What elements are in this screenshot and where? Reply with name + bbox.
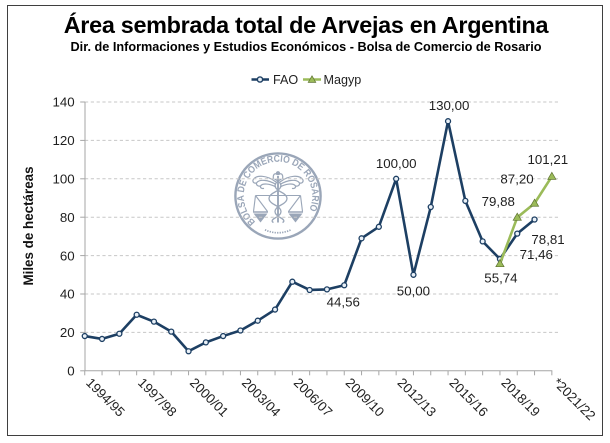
fao-marker	[202, 339, 210, 346]
y-tick-label: 120	[53, 133, 75, 148]
fao-marker	[150, 318, 158, 325]
x-tick-label: 2009/10	[343, 375, 388, 420]
fao-marker	[271, 306, 279, 313]
legend: FAO Magyp	[251, 73, 361, 87]
fao-marker	[358, 235, 365, 242]
fao-marker	[392, 175, 400, 182]
x-tick-label: 1997/98	[135, 375, 180, 420]
y-tick-label: 40	[60, 287, 75, 302]
fao-legend-marker	[256, 76, 264, 83]
fao-marker	[375, 223, 383, 230]
magyp-marker	[495, 258, 505, 268]
magyp-data-label: 87,20	[500, 171, 533, 186]
fao-marker	[341, 282, 348, 289]
magyp-data-label: 79,88	[482, 194, 515, 209]
fao-marker	[185, 348, 192, 355]
fao-marker	[531, 216, 538, 223]
magyp-legend-label: Magyp	[324, 73, 362, 87]
magyp-marker	[512, 212, 522, 221]
x-tick-label: 2018/19	[498, 375, 543, 420]
x-tick-label: 2006/07	[291, 375, 336, 420]
magyp-line	[498, 175, 553, 265]
magyp-marker	[547, 171, 557, 180]
x-tick-label: 2003/04	[239, 375, 284, 420]
x-tick-label: 1994/95	[83, 375, 128, 420]
y-tick-label: 20	[60, 325, 75, 340]
seal-snake-left	[268, 178, 282, 224]
y-tick-label: 0	[67, 364, 74, 379]
seal-outer-circle	[234, 152, 322, 240]
fao-data-label: 71,46	[520, 247, 553, 262]
fao-marker	[116, 330, 123, 337]
fao-marker	[427, 203, 434, 211]
fao-marker	[254, 317, 261, 324]
x-tick-label: 2015/16	[446, 375, 491, 420]
fao-marker	[168, 328, 175, 335]
seal-staff-knob	[275, 171, 281, 176]
fao-marker	[462, 197, 469, 205]
fao-data-label: 100,00	[376, 156, 417, 171]
seal-right-pan	[288, 213, 303, 223]
bolsa-comercio-rosario-seal: BOLSA DE COMERCIO DE ROSARIO	[234, 152, 322, 240]
fao-marker	[133, 311, 140, 318]
fao-marker	[237, 327, 244, 334]
fao-marker	[444, 118, 452, 125]
fao-marker	[410, 271, 417, 278]
y-tick-label: 140	[53, 95, 75, 110]
magyp-data-label: 101,21	[528, 152, 569, 167]
seal-snake-right	[274, 178, 288, 224]
seal-balance	[252, 194, 304, 213]
fao-marker	[323, 286, 331, 293]
magyp-marker	[529, 198, 540, 207]
fao-data-label: 50,00	[397, 283, 430, 298]
fao-marker	[219, 332, 227, 340]
series	[81, 118, 557, 355]
fao-data-label: 44,56	[327, 295, 360, 310]
fao-marker	[289, 278, 296, 285]
fao-data-label: 78,81	[531, 232, 564, 247]
y-axis-title: Miles de hectáreas	[21, 166, 36, 285]
fao-data-label: 130,00	[429, 98, 470, 113]
x-tick-label: 2000/01	[187, 375, 232, 420]
chart-subtitle: Dir. de Informaciones y Estudios Económi…	[71, 40, 542, 54]
gridlines	[85, 101, 559, 333]
seal-left-pan	[253, 213, 268, 223]
legend-item-fao: FAO	[251, 73, 298, 87]
fao-line	[84, 119, 536, 353]
y-tick-label: 80	[60, 210, 75, 225]
chart-frame	[7, 5, 603, 436]
magyp-data-label: 55,74	[484, 270, 517, 285]
chart-title: Área sembrada total de Arvejas en Argent…	[64, 11, 550, 38]
fao-marker	[306, 286, 313, 294]
y-tick-label: 60	[60, 248, 75, 263]
seal-solids	[253, 171, 303, 223]
x-tick-label: 2012/13	[395, 375, 440, 420]
x-tick-label: *2021/22	[550, 375, 598, 423]
y-tick-label: 100	[53, 172, 75, 187]
legend-item-magyp: Magyp	[303, 73, 361, 87]
fao-marker	[81, 332, 88, 340]
fao-legend-label: FAO	[273, 73, 298, 87]
fao-marker	[479, 238, 486, 245]
magyp-legend-marker	[307, 75, 317, 83]
fao-marker	[514, 230, 521, 237]
seal-bottom-text-arc	[264, 229, 292, 234]
fao-marker	[98, 335, 106, 343]
